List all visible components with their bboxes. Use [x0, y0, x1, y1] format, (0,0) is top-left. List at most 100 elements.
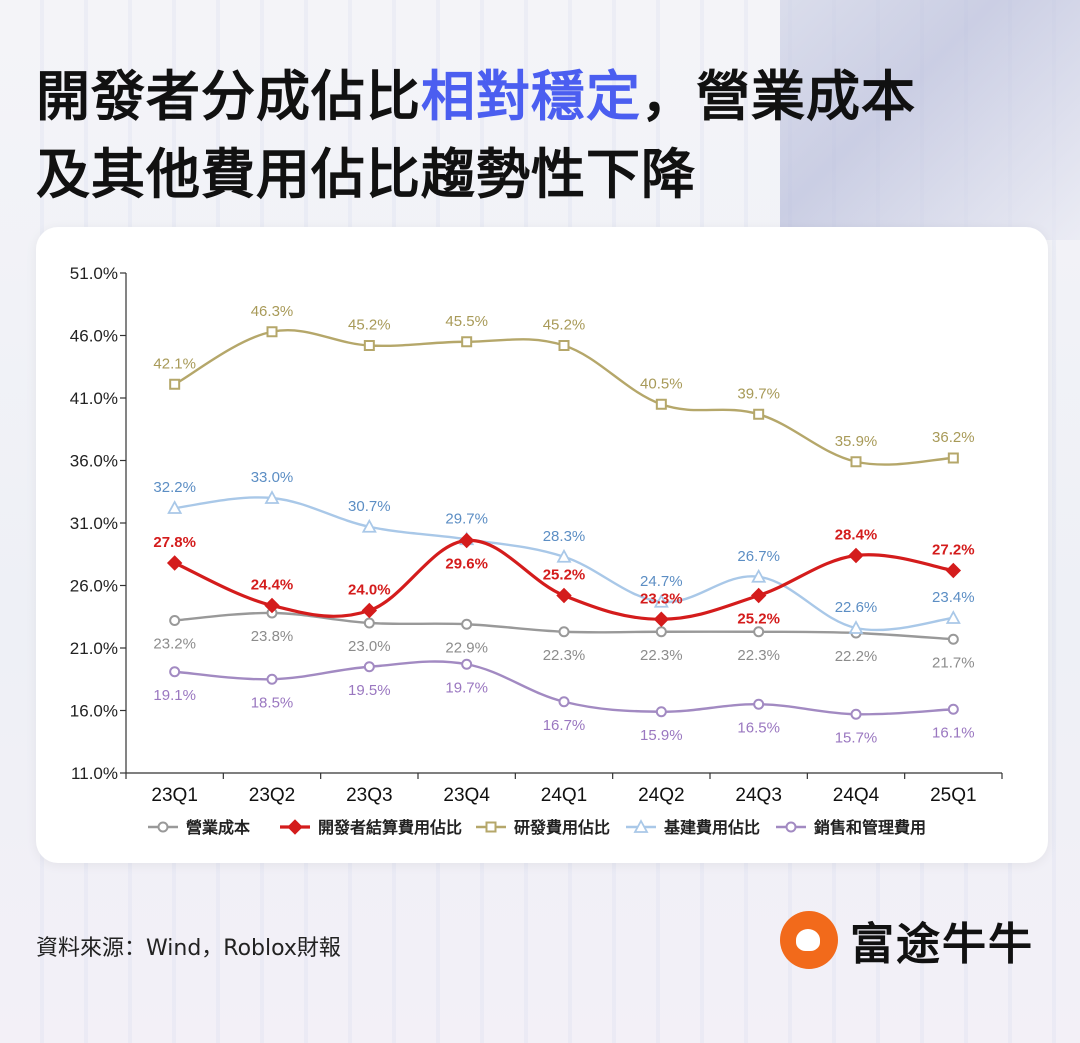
data-label: 26.7%: [737, 548, 780, 565]
x-tick-label: 23Q4: [443, 785, 490, 806]
data-point-marker: [750, 587, 767, 604]
data-point-marker: [167, 500, 183, 514]
data-point-marker: [363, 340, 375, 351]
data-point-marker: [361, 518, 377, 533]
data-label: 23.0%: [348, 638, 391, 655]
chart-card: 11.0% 16.0% 21.0% 26.0% 31.0% 36.0% 41.0% 46.0%…: [36, 227, 1048, 863]
line-chart: 11.0% 16.0% 21.0% 26.0% 31.0% 36.0% 41.0% 46.0%…: [70, 264, 1003, 837]
data-point-marker: [266, 673, 278, 685]
x-tick-label: 25Q1: [930, 785, 976, 806]
data-point-marker: [945, 562, 962, 579]
x-tick-label: 23Q2: [249, 785, 295, 806]
data-point-marker: [848, 547, 864, 564]
data-label: 23.2%: [153, 636, 196, 653]
title-part1: 開發者分成佔比: [36, 65, 421, 128]
y-tick-label: 21.0%: [70, 639, 118, 658]
legend-item-rnd: 研發費用佔比: [476, 818, 610, 837]
y-tick-label: 31.0%: [70, 514, 118, 533]
data-point-marker: [287, 819, 303, 835]
data-point-marker: [264, 597, 280, 614]
data-label: 28.4%: [835, 527, 878, 544]
data-point-marker: [169, 378, 181, 390]
legend-label: 基建費用佔比: [663, 818, 760, 837]
x-tick-label: 24Q3: [735, 785, 781, 806]
data-label: 21.7%: [932, 654, 975, 671]
legend-item-opex: 營業成本: [148, 818, 250, 837]
data-point-marker: [653, 593, 669, 608]
y-tick-label: 41.0%: [70, 389, 118, 408]
data-point-marker: [266, 326, 278, 338]
data-label: 22.6%: [835, 599, 878, 616]
data-label: 18.5%: [251, 694, 294, 711]
data-label: 42.1%: [153, 355, 196, 372]
title-highlight: 相對穩定: [421, 65, 641, 128]
y-tick-label: 51.0%: [70, 264, 118, 283]
data-label: 29.7%: [445, 510, 488, 527]
data-label: 19.1%: [153, 687, 196, 704]
data-label: 19.5%: [348, 682, 391, 699]
data-point-marker: [558, 696, 570, 708]
data-label: 40.5%: [640, 375, 683, 392]
series-sga: 19.1% 18.5% 19.5% 19.7% 16.7% 15.9% 16.5% 15.7%…: [153, 658, 975, 746]
data-point-marker: [850, 708, 862, 720]
data-label: 22.3%: [543, 647, 586, 664]
data-point-marker: [485, 821, 497, 833]
data-label: 22.3%: [640, 647, 683, 664]
data-label: 25.2%: [737, 611, 780, 628]
data-point-marker: [461, 618, 473, 630]
data-label: 25.2%: [543, 567, 586, 584]
background-illustration: [780, 0, 1080, 240]
legend-item-dev: 開發者結算費用佔比: [280, 818, 462, 837]
data-point-marker: [655, 398, 667, 410]
data-point-marker: [655, 706, 667, 718]
data-point-marker: [556, 548, 572, 563]
legend-item-sga: 銷售和管理費用: [776, 818, 926, 837]
data-point-marker: [363, 661, 375, 673]
y-tick-label: 46.0%: [70, 327, 118, 346]
data-label: 30.7%: [348, 498, 391, 515]
data-label: 39.7%: [737, 385, 780, 402]
title-part2: ，營業成本: [641, 65, 916, 128]
data-point-marker: [166, 555, 183, 571]
data-point-marker: [947, 452, 959, 464]
series-infra: 32.2% 33.0% 30.7% 29.7% 28.3% 24.7% 26.7% 22.6%…: [153, 469, 975, 634]
data-point-marker: [556, 587, 572, 604]
data-point-marker: [655, 626, 667, 638]
y-tick-label: 11.0%: [71, 764, 118, 783]
data-label: 16.7%: [543, 717, 586, 734]
y-tick-label: 36.0%: [70, 452, 118, 471]
series-dev: 27.8% 24.4% 24.0% 29.6% 25.2% 23.3% 25.2% 28.4%…: [153, 527, 974, 628]
data-label: 45.2%: [543, 317, 586, 334]
data-label: 27.2%: [932, 542, 975, 559]
data-point-marker: [458, 532, 475, 549]
data-label: 35.9%: [835, 433, 878, 450]
data-label: 23.4%: [932, 589, 975, 606]
page-title: 開發者分成佔比相對穩定，營業成本 及其他費用佔比趨勢性下降: [36, 58, 1056, 214]
data-label: 22.9%: [445, 639, 488, 656]
data-point-marker: [558, 340, 570, 351]
logo-text: 富途牛牛: [850, 919, 1034, 970]
data-label: 45.2%: [348, 317, 391, 334]
data-label: 33.0%: [251, 469, 294, 486]
legend-label: 開發者結算費用佔比: [318, 818, 462, 837]
data-point-marker: [850, 456, 862, 468]
data-point-marker: [461, 336, 473, 348]
data-point-marker: [157, 821, 169, 833]
data-label: 45.5%: [445, 313, 488, 330]
brand-logo: 富途牛牛: [780, 908, 1034, 972]
data-label: 23.8%: [251, 628, 294, 645]
legend-item-infra: 基建費用佔比: [626, 818, 760, 837]
data-label: 16.5%: [737, 719, 780, 736]
data-label: 46.3%: [251, 303, 294, 320]
data-label: 36.2%: [932, 429, 975, 446]
data-label: 16.1%: [932, 724, 975, 741]
data-label: 15.9%: [640, 727, 683, 744]
data-point-marker: [753, 626, 765, 638]
data-label: 19.7%: [445, 679, 488, 696]
data-label: 15.7%: [835, 729, 878, 746]
data-label: 24.7%: [640, 573, 683, 590]
x-tick-label: 24Q1: [541, 785, 587, 806]
x-tick-label: 23Q1: [151, 785, 197, 806]
data-label: 23.3%: [640, 590, 683, 607]
x-tick-label: 24Q2: [638, 785, 684, 806]
